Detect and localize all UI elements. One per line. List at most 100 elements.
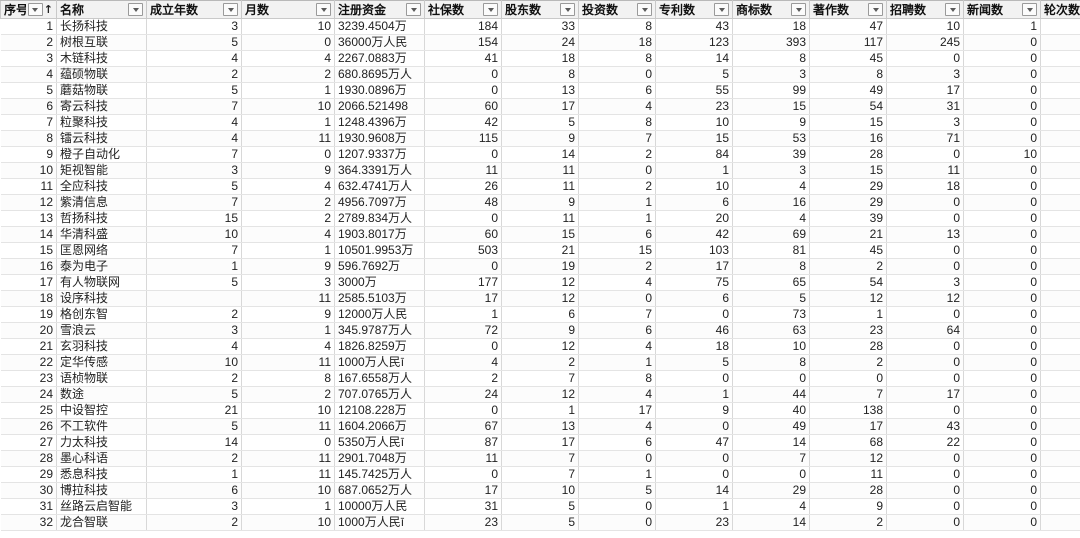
cell-hire[interactable]: 10 (886, 18, 964, 35)
cell-hire[interactable]: 11 (886, 162, 964, 179)
cell-months[interactable]: 1 (241, 322, 335, 339)
cell-invest[interactable]: 0 (578, 450, 656, 467)
cell-patent[interactable]: 103 (655, 242, 733, 259)
cell-seq[interactable]: 11 (0, 178, 57, 195)
cell-invest[interactable]: 2 (578, 258, 656, 275)
cell-name[interactable]: 不工软件 (56, 418, 147, 435)
cell-trade[interactable]: 18 (732, 18, 810, 35)
cell-seq[interactable]: 2 (0, 34, 57, 51)
cell-months[interactable]: 11 (241, 130, 335, 147)
cell-years[interactable]: 1 (146, 466, 242, 483)
filter-dropdown-icon[interactable] (560, 3, 575, 16)
cell-holder[interactable]: 24 (501, 34, 579, 51)
cell-years[interactable]: 7 (146, 146, 242, 163)
cell-holder[interactable]: 14 (501, 146, 579, 163)
cell-patent[interactable]: 10 (655, 178, 733, 195)
cell-capital[interactable]: 1248.4396万 (334, 114, 425, 131)
cell-capital[interactable]: 2901.7048万 (334, 450, 425, 467)
cell-name[interactable]: 矩视智能 (56, 162, 147, 179)
cell-patent[interactable]: 0 (655, 306, 733, 323)
cell-copy[interactable]: 16 (809, 130, 887, 147)
cell-years[interactable]: 4 (146, 338, 242, 355)
cell-capital[interactable]: 167.6558万人 (334, 370, 425, 387)
cell-years[interactable]: 14 (146, 434, 242, 451)
cell-trade[interactable]: 53 (732, 130, 810, 147)
table-row[interactable]: 19格创东智2912000万人民167073100328000.00万人 (0, 306, 1080, 323)
cell-years[interactable]: 6 (146, 482, 242, 499)
table-row[interactable]: 3木链科技442267.0883万4118814845006169100.00万… (0, 50, 1080, 67)
cell-rounds[interactable]: 3 (1040, 258, 1080, 275)
cell-invest[interactable]: 8 (578, 370, 656, 387)
cell-name[interactable]: 力太科技 (56, 434, 147, 451)
table-row[interactable]: 32龙合智联2101000万人民ī23502314200211000.00万人 (0, 514, 1080, 531)
cell-holder[interactable]: 9 (501, 194, 579, 211)
cell-news[interactable]: 0 (963, 162, 1041, 179)
cell-news[interactable]: 0 (963, 450, 1041, 467)
cell-months[interactable]: 1 (241, 82, 335, 99)
cell-name[interactable]: 悉息科技 (56, 466, 147, 483)
cell-years[interactable]: 2 (146, 370, 242, 387)
cell-seq[interactable]: 12 (0, 194, 57, 211)
cell-rounds[interactable]: 3 (1040, 370, 1080, 387)
cell-capital[interactable]: 687.0652万人 (334, 482, 425, 499)
cell-capital[interactable]: 632.4741万人 (334, 178, 425, 195)
cell-shebao[interactable]: 67 (424, 418, 502, 435)
table-row[interactable]: 10矩视智能39364.3391万人111101315110451700.00万… (0, 162, 1080, 179)
cell-news[interactable]: 0 (963, 66, 1041, 83)
cell-holder[interactable]: 12 (501, 386, 579, 403)
cell-patent[interactable]: 84 (655, 146, 733, 163)
cell-invest[interactable]: 8 (578, 50, 656, 67)
cell-invest[interactable]: 1 (578, 194, 656, 211)
cell-invest[interactable]: 15 (578, 242, 656, 259)
cell-years[interactable] (146, 290, 242, 307)
cell-months[interactable]: 10 (241, 402, 335, 419)
cell-shebao[interactable]: 48 (424, 194, 502, 211)
cell-name[interactable]: 蘑菇物联 (56, 82, 147, 99)
cell-capital[interactable]: 1604.2066万 (334, 418, 425, 435)
column-header-copy[interactable]: 著作数 (809, 0, 887, 19)
cell-trade[interactable]: 3 (732, 66, 810, 83)
cell-invest[interactable]: 5 (578, 482, 656, 499)
cell-copy[interactable]: 23 (809, 322, 887, 339)
table-row[interactable]: 17有人物联网533000万17712475655430351400.00万人 (0, 274, 1080, 291)
cell-seq[interactable]: 17 (0, 274, 57, 291)
cell-capital[interactable]: 1903.8017万 (334, 226, 425, 243)
cell-news[interactable]: 0 (963, 290, 1041, 307)
cell-news[interactable]: 0 (963, 242, 1041, 259)
cell-holder[interactable]: 5 (501, 498, 579, 515)
cell-news[interactable]: 0 (963, 434, 1041, 451)
cell-news[interactable]: 0 (963, 114, 1041, 131)
cell-seq[interactable]: 27 (0, 434, 57, 451)
cell-shebao[interactable]: 26 (424, 178, 502, 195)
cell-news[interactable]: 0 (963, 194, 1041, 211)
cell-months[interactable]: 1 (241, 242, 335, 259)
cell-patent[interactable]: 43 (655, 18, 733, 35)
cell-invest[interactable]: 2 (578, 178, 656, 195)
cell-news[interactable]: 0 (963, 258, 1041, 275)
cell-trade[interactable]: 5 (732, 290, 810, 307)
cell-invest[interactable]: 0 (578, 498, 656, 515)
cell-shebao[interactable]: 17 (424, 290, 502, 307)
cell-copy[interactable]: 47 (809, 18, 887, 35)
cell-shebao[interactable]: 42 (424, 114, 502, 131)
cell-rounds[interactable]: 2 (1040, 514, 1080, 531)
cell-patent[interactable]: 55 (655, 82, 733, 99)
cell-rounds[interactable]: 2 (1040, 450, 1080, 467)
cell-patent[interactable]: 14 (655, 482, 733, 499)
cell-years[interactable]: 5 (146, 34, 242, 51)
cell-rounds[interactable]: 6 (1040, 98, 1080, 115)
cell-holder[interactable]: 15 (501, 226, 579, 243)
cell-months[interactable]: 9 (241, 162, 335, 179)
cell-name[interactable]: 设序科技 (56, 290, 147, 307)
cell-seq[interactable]: 7 (0, 114, 57, 131)
cell-name[interactable]: 粒聚科技 (56, 114, 147, 131)
cell-capital[interactable]: 2585.5103万 (334, 290, 425, 307)
cell-trade[interactable]: 73 (732, 306, 810, 323)
cell-trade[interactable]: 16 (732, 194, 810, 211)
cell-years[interactable]: 5 (146, 386, 242, 403)
cell-shebao[interactable]: 72 (424, 322, 502, 339)
cell-rounds[interactable]: 3 (1040, 322, 1080, 339)
column-header-capital[interactable]: 注册资金 (334, 0, 425, 19)
